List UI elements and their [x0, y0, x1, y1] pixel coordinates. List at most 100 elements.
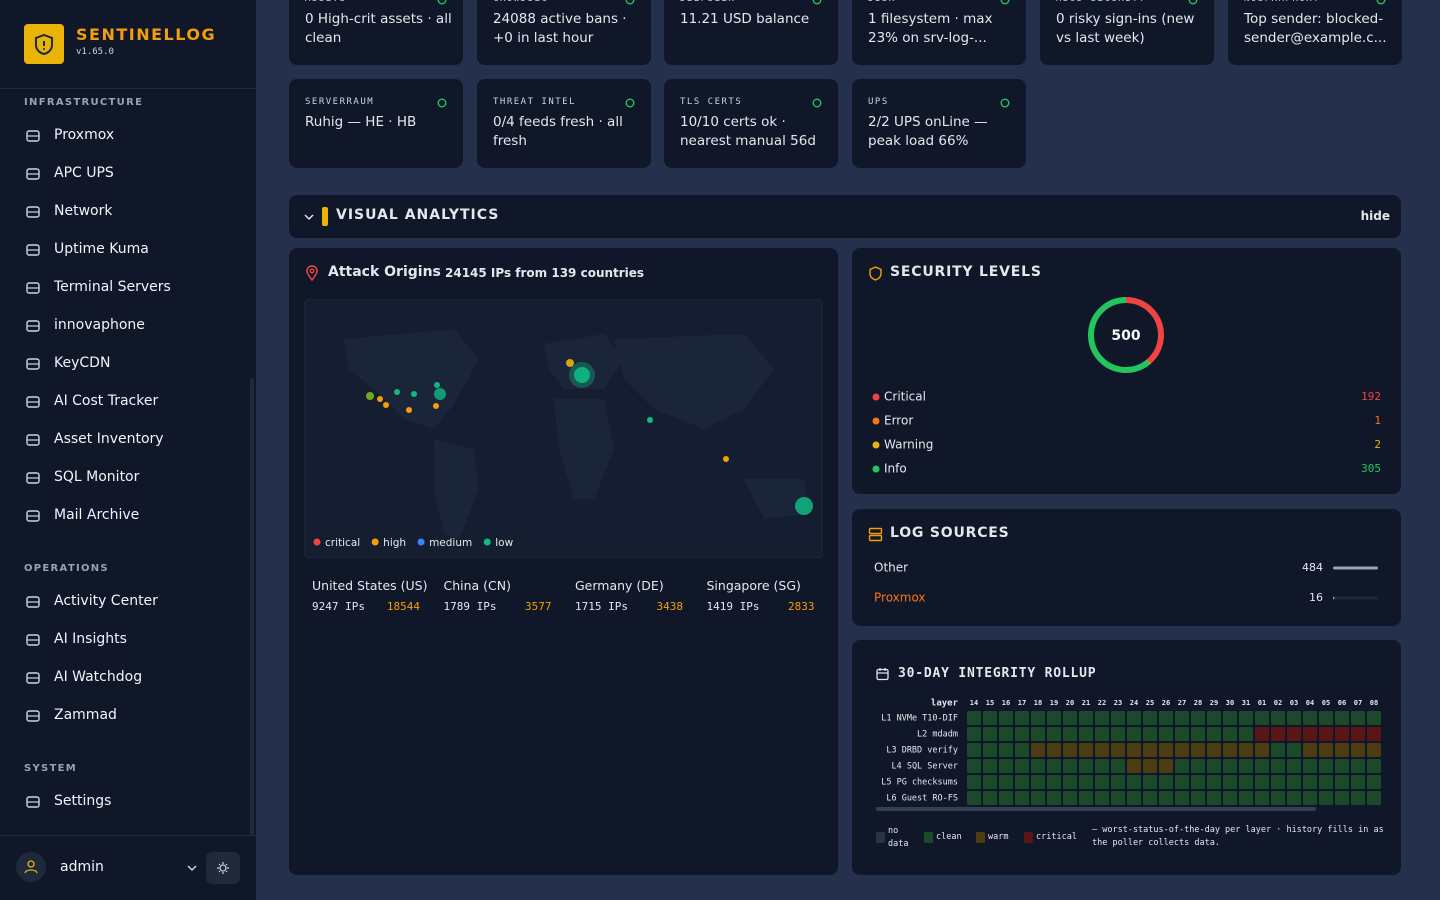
day-label: 14 [970, 699, 978, 707]
status-cell [1143, 743, 1157, 757]
nav-item[interactable]: Terminal Servers [54, 279, 171, 295]
status-dot [1188, 0, 1198, 5]
status-cell [1351, 727, 1365, 741]
nav-item[interactable]: innovaphone [54, 317, 145, 333]
status-cell [1367, 791, 1381, 805]
status-cell [1143, 727, 1157, 741]
continents [344, 329, 809, 539]
nav-item[interactable]: Settings [54, 793, 112, 809]
nav-item[interactable]: AI Insights [54, 631, 127, 647]
status-cell [1255, 711, 1269, 725]
status-cell [1303, 711, 1317, 725]
day-label: 22 [1098, 699, 1106, 707]
status-cell [1319, 775, 1333, 789]
user-name[interactable]: admin [60, 859, 104, 875]
status-card[interactable]: DEEPSEEK 11.21 USD balance [664, 0, 838, 65]
status-dot [437, 0, 447, 5]
status-cell [1095, 743, 1109, 757]
status-cell [1271, 759, 1285, 773]
status-cell [1159, 759, 1173, 773]
legend-swatch [417, 538, 425, 546]
status-cell [1303, 759, 1317, 773]
nav-item[interactable]: Asset Inventory [54, 431, 164, 447]
status-cell [1351, 711, 1365, 725]
status-cell [1047, 759, 1061, 773]
nav-item[interactable]: APC UPS [54, 165, 114, 181]
nav-icon [26, 130, 40, 142]
integrity-title: 30-DAY INTEGRITY ROLLUP [898, 666, 1097, 681]
status-cell [1175, 759, 1189, 773]
nav-section-label: OPERATIONS [24, 563, 109, 574]
status-card[interactable]: DISK 1 filesystem · max 23% on srv-log-..… [852, 0, 1026, 65]
status-cell [1127, 775, 1141, 789]
status-card[interactable]: SERVERRAUM Ruhig — HE · HB [289, 79, 463, 168]
status-cell [1207, 727, 1221, 741]
status-cell [1287, 775, 1301, 789]
nav-item[interactable]: Activity Center [54, 593, 158, 609]
status-cell [1367, 775, 1381, 789]
user-menu-chevron[interactable] [186, 862, 198, 874]
status-cell [1335, 711, 1349, 725]
nav-item[interactable]: Uptime Kuma [54, 241, 149, 257]
country-events: 3577 [525, 600, 552, 613]
world-map [304, 299, 823, 558]
status-cell [1351, 775, 1365, 789]
status-dot-ring [1000, 0, 1010, 5]
country-ips: 1789 IPs [443, 600, 497, 613]
note-box: — worst-status-of-the-day per layer · hi… [1092, 825, 1384, 848]
nav-item[interactable]: AI Cost Tracker [54, 393, 159, 409]
nav-item[interactable]: Zammad [54, 707, 117, 723]
status-cell [1335, 791, 1349, 805]
country-ips: 1715 IPs [575, 600, 628, 613]
attack-title: Attack Origins [328, 264, 441, 280]
status-card-label: CROWDSEC [493, 0, 548, 4]
status-cell [1143, 711, 1157, 725]
nav-item[interactable]: AI Watchdog [54, 669, 143, 685]
status-card-label: NOSPAMPROXY [1244, 0, 1320, 4]
status-cell [1223, 775, 1237, 789]
status-card[interactable]: UPS 2/2 UPS onLine — peak load 66% [852, 79, 1026, 168]
analytics-bar[interactable]: VISUAL ANALYTICS hide [289, 195, 1401, 238]
status-cell [1079, 727, 1093, 741]
nav-item[interactable]: SQL Monitor [54, 469, 140, 485]
theme-toggle[interactable] [206, 852, 240, 884]
nav-item[interactable]: Network [54, 203, 113, 219]
status-card[interactable]: THREAT INTEL 0/4 feeds fresh · all fresh [477, 79, 651, 168]
layer-name: L2 mdadm [917, 730, 958, 740]
scrollbar [250, 378, 254, 835]
status-cell [1175, 743, 1189, 757]
status-cell [1255, 791, 1269, 805]
status-cell [1079, 759, 1093, 773]
status-cell [1095, 775, 1109, 789]
status-cell [1207, 775, 1221, 789]
integrity-legend-label: clean [936, 832, 962, 842]
status-cell [1351, 743, 1365, 757]
level-value: 2 [1374, 438, 1381, 451]
status-card[interactable]: CROWDSEC 24088 active bans · +0 in last h… [477, 0, 651, 65]
level-value: 1 [1374, 414, 1381, 427]
status-card-label: DEEPSEEK [680, 0, 735, 4]
status-card[interactable]: TLS CERTS 10/10 certs ok · nearest manual… [664, 79, 838, 168]
status-cell [1207, 743, 1221, 757]
day-label: 28 [1194, 699, 1202, 707]
level-dot [872, 393, 880, 401]
layer-name: L3 DRBD verify [886, 746, 958, 756]
status-card[interactable]: NOSPAMPROXY Top sender: blocked-sender@ex… [1228, 0, 1402, 65]
status-card[interactable]: ASSETS 0 High-crit assets · all clean [289, 0, 463, 65]
nav-item[interactable]: KeyCDN [54, 355, 111, 371]
hide-toggle[interactable]: hide [1360, 209, 1390, 223]
nav-item[interactable]: Mail Archive [54, 507, 140, 523]
status-cell [1015, 727, 1029, 741]
status-cell [1287, 711, 1301, 725]
status-cell [1031, 775, 1045, 789]
collapse-chevron[interactable] [303, 211, 315, 223]
status-card-label: SERVERRAUM [305, 97, 375, 107]
status-cell [1271, 791, 1285, 805]
logo [24, 24, 64, 64]
nav-item[interactable]: Proxmox [54, 127, 115, 143]
status-card[interactable]: M365 SECURITY 0 risky sign-ins (new vs la… [1040, 0, 1214, 65]
day-label: 16 [1002, 699, 1010, 707]
status-cell [1255, 759, 1269, 773]
nav-icon [26, 320, 40, 332]
legend-label: low [495, 537, 513, 549]
